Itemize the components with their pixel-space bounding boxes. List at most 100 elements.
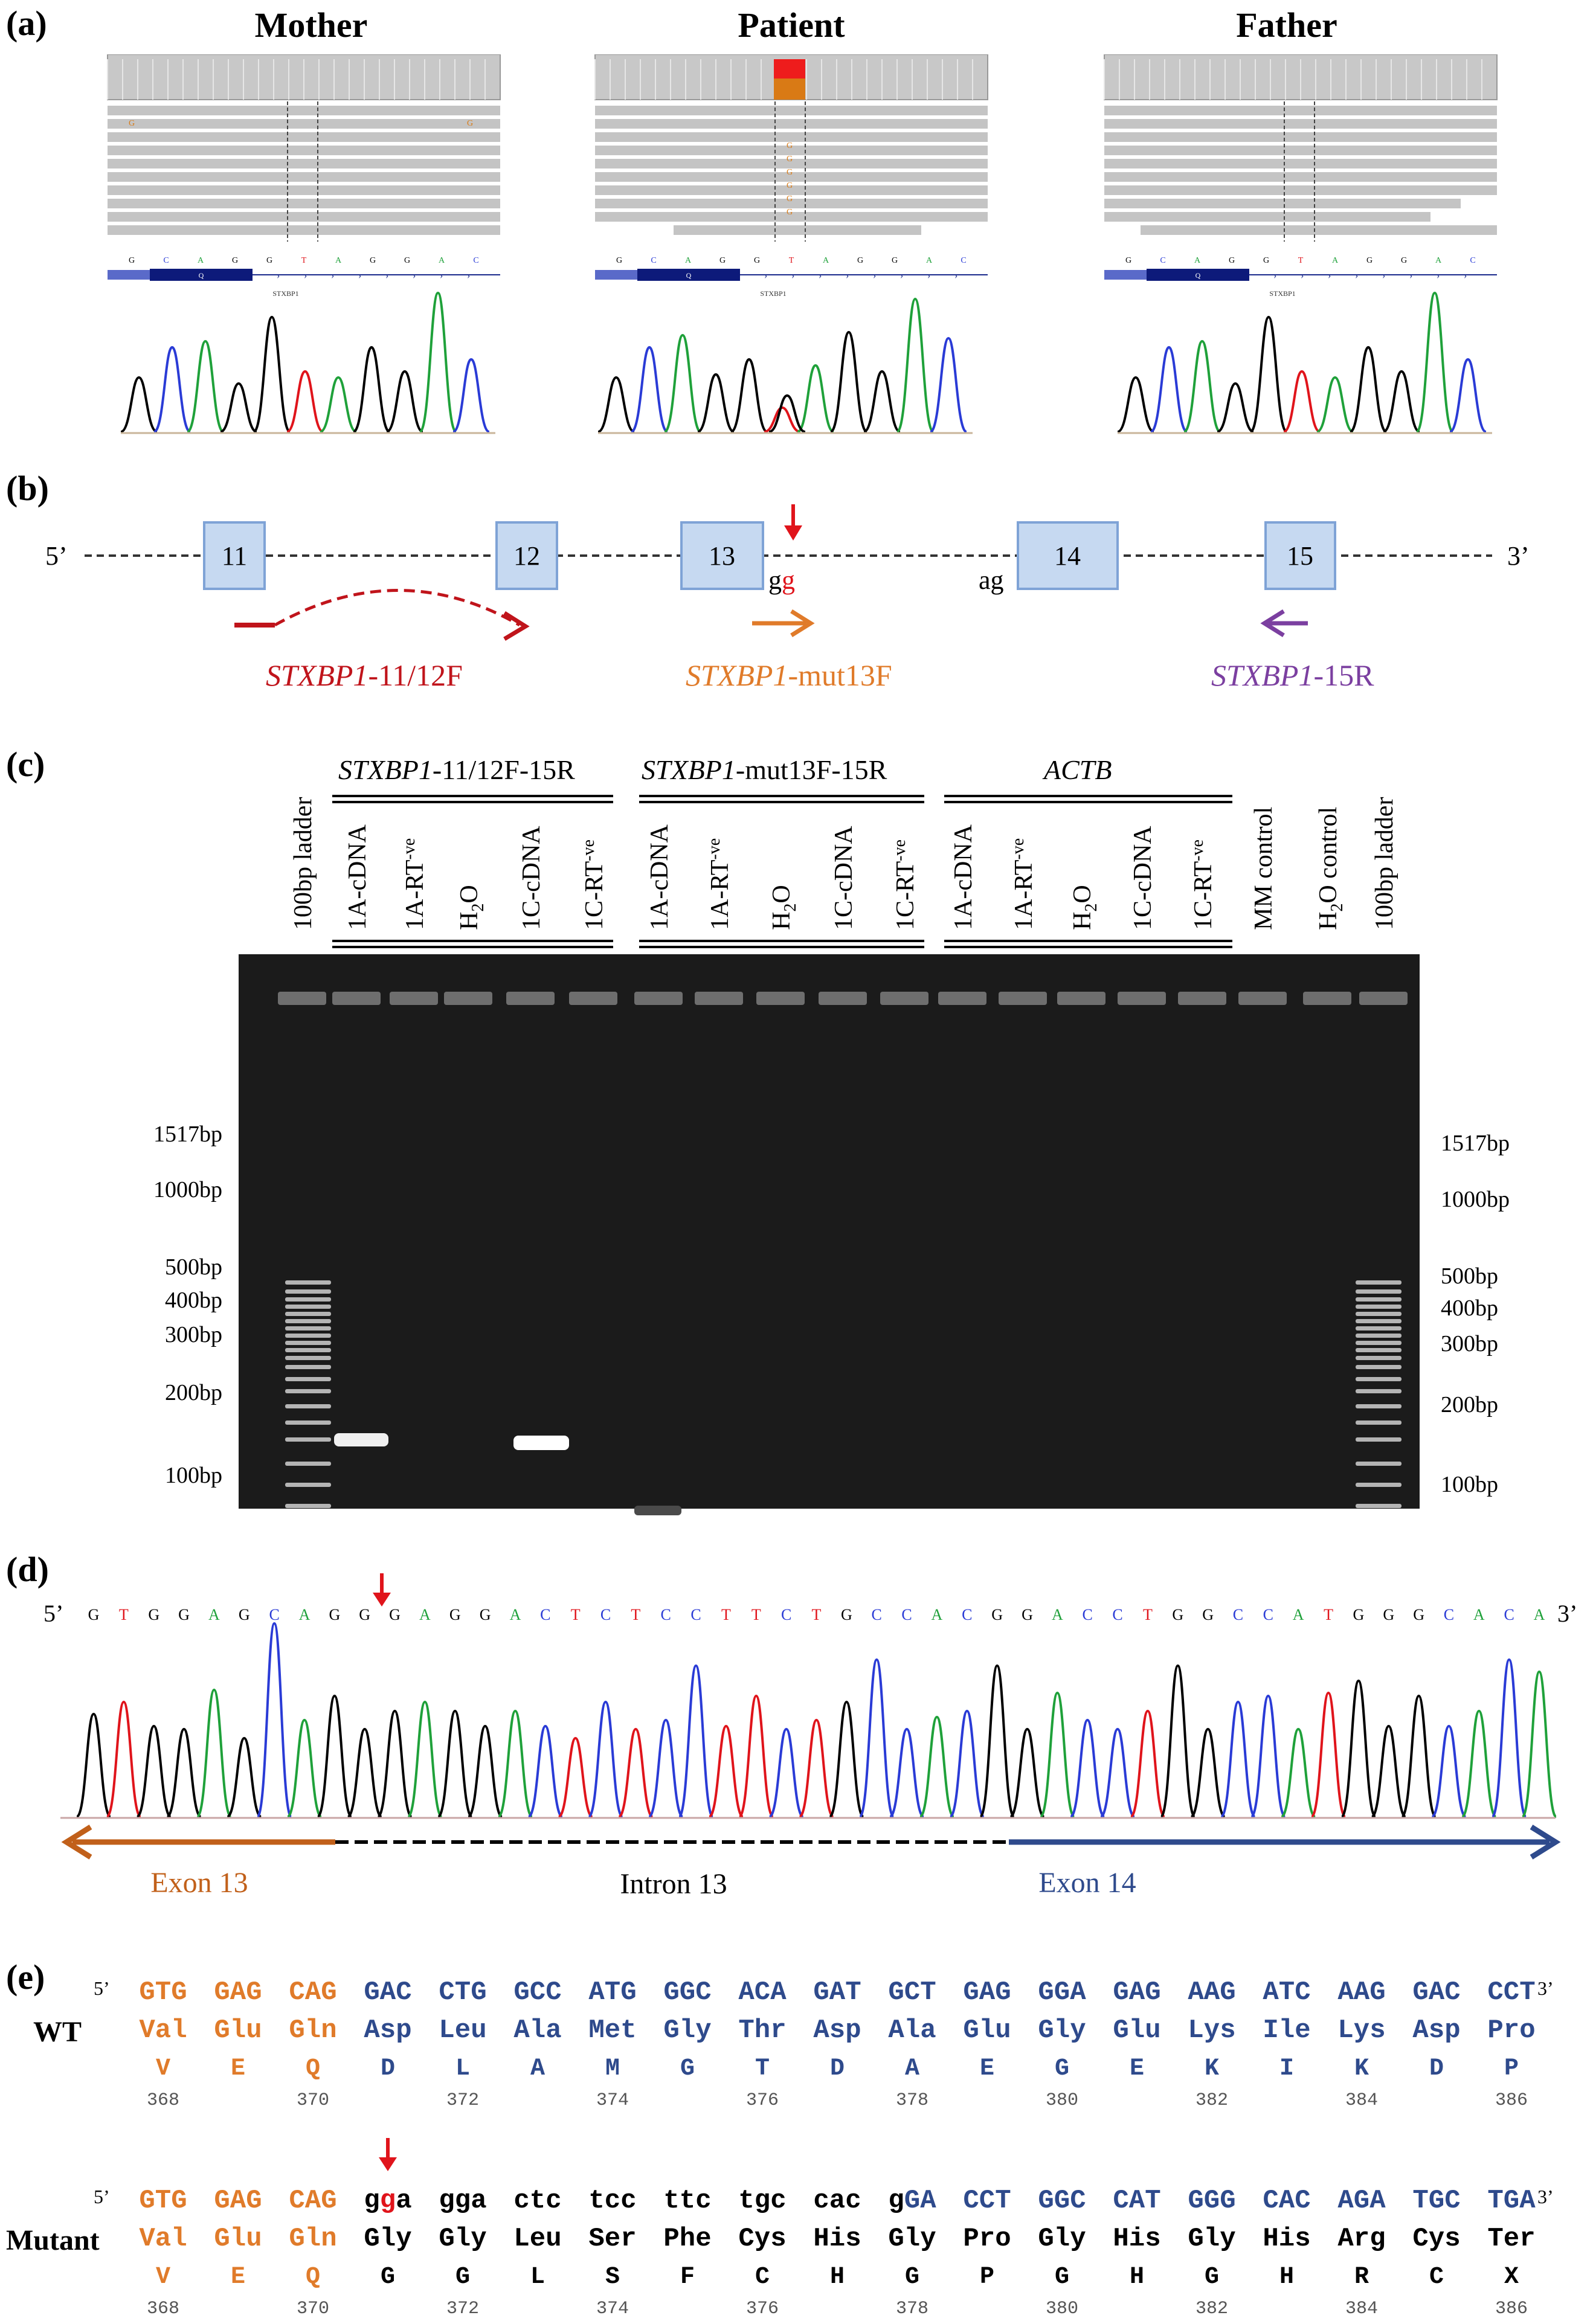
ladder-band [1356,1377,1402,1381]
lane-label: 1C-cDNA [518,826,545,930]
read-row [108,119,500,129]
ladder-band [285,1462,331,1466]
size-marker-right: 200bp [1441,1392,1498,1417]
svg-text:›: › [467,271,470,281]
codon: GAG [1113,1977,1160,2008]
amino-acid-3: His [1263,2224,1310,2254]
svg-text:G: G [787,208,793,217]
panel-c-label: (c) [6,745,45,784]
ref-base: G [892,256,898,265]
svg-text:›: › [385,271,388,281]
read-row [108,106,500,115]
amino-acid-3: Gly [439,2224,486,2254]
ladder-band [1356,1280,1402,1285]
exon13-label: Exon 13 [150,1867,248,1899]
seq-letter: G [359,1606,370,1623]
lane-label: 1A-cDNA [950,824,977,930]
amino-acid-3: Thr [738,2015,786,2046]
gel-well [390,992,438,1005]
svg-text:›: › [1437,271,1440,281]
ref-base: A [439,256,445,265]
svg-text:13: 13 [709,541,735,571]
svg-text:Q: Q [1196,271,1201,280]
residue-position: 384 [1345,2090,1378,2111]
seq-letter: C [1444,1606,1454,1623]
amino-acid-1: L [530,2264,545,2291]
lane-label: H2O [455,885,488,930]
svg-text:›: › [331,271,334,281]
residue-position: 384 [1345,2299,1378,2319]
amino-acid-1: C [755,2264,770,2291]
amino-acid-1: G [381,2264,395,2291]
seq-letter: C [690,1606,701,1623]
gel-well [1303,992,1351,1005]
amino-acid-3: Val [139,2015,187,2046]
ladder-band [285,1334,331,1338]
codon: AGA [1337,2186,1386,2216]
codon: CAG [289,2186,336,2216]
codon: TGA [1487,2186,1536,2216]
amino-acid-1: H [1130,2264,1144,2291]
ladder-band [285,1289,331,1294]
seq-letter: T [721,1606,731,1623]
read-row [1104,185,1497,195]
exon-15-box: 15 [1264,521,1336,590]
residue-position: 382 [1196,2090,1228,2111]
amino-acid-1: C [1429,2264,1444,2291]
panel-e-label: (e) [6,1957,45,1997]
svg-text:›: › [900,271,903,281]
ladder-band [285,1389,331,1393]
seq-letter: G [178,1606,190,1623]
ladder-band [1356,1305,1402,1309]
read-row [595,185,988,195]
amino-acid-3: Glu [963,2015,1011,2046]
codon: GCC [513,1977,561,2008]
band-stxbp1-1c [513,1436,569,1450]
residue-position: 378 [896,2090,928,2111]
amino-acid-3: Met [588,2015,636,2046]
band-stxbp1-1a [334,1433,388,1446]
seq-letter: C [1112,1606,1122,1623]
amino-acid-1: D [830,2055,845,2082]
amino-acid-1: R [1354,2264,1369,2291]
svg-text:G: G [787,181,793,190]
exon-13-box: 13 [680,521,764,590]
seq-five-prime: 5’ [43,1600,63,1627]
amino-acid-3: Gly [888,2224,936,2254]
ref-base: G [616,256,622,265]
amino-acid-3: Cys [738,2224,786,2254]
codon: GAC [1412,1977,1460,2008]
size-marker-right: 500bp [1441,1263,1498,1289]
codon: GGC [663,1977,711,2008]
amino-acid-3: Arg [1337,2224,1385,2254]
size-marker-right: 1000bp [1441,1187,1510,1212]
ref-base: G [129,256,135,265]
ladder-band [1356,1365,1402,1369]
seq-letter: C [781,1606,791,1623]
ladder-band [1356,1404,1402,1408]
ref-base: A [335,256,342,265]
codon: CAT [1113,2186,1160,2216]
amino-acid-1: T [755,2055,770,2082]
codon: tcc [588,2186,636,2216]
codon: ctc [513,2186,561,2216]
ladder-band [1356,1483,1402,1487]
svg-text:›: › [1382,271,1385,281]
ladder-band [1356,1462,1402,1466]
gel-well [1178,992,1226,1005]
codon: GGC [1038,2186,1086,2216]
read-row [108,212,500,222]
codon: CCT [1487,1977,1535,2008]
lane-label: 100bp ladder [1371,797,1398,930]
read-row [1104,119,1497,129]
amino-acid-1: A [530,2055,545,2082]
ladder-band [1356,1420,1402,1425]
residue-position: 368 [147,2090,179,2111]
primer-11-12F-label: STXBP1-11/12F [266,658,463,692]
patient-title: Patient [738,5,845,45]
ladder-band [285,1312,331,1316]
amino-acid-1: A [905,2055,919,2082]
lane-label: 1A-RT-ve [1009,838,1038,930]
svg-text:›: › [764,271,767,281]
codon: GGA [1038,1977,1086,2008]
